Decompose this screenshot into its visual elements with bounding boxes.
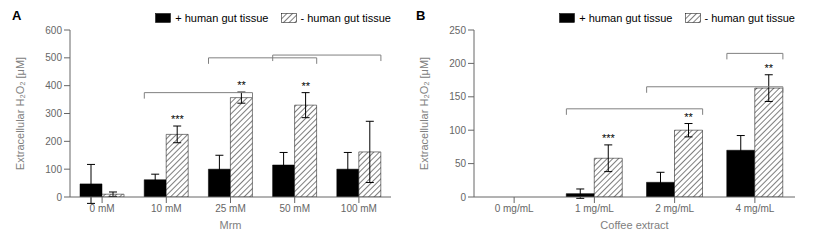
svg-text:**: ** xyxy=(301,80,310,92)
html-text:B: B xyxy=(416,8,426,23)
svg-text:2 mg/mL: 2 mg/mL xyxy=(655,203,694,214)
svg-text:4 mg/mL: 4 mg/mL xyxy=(735,203,774,214)
svg-text:**: ** xyxy=(684,111,693,123)
svg-text:Mrm: Mrm xyxy=(220,219,242,231)
svg-text:***: *** xyxy=(602,132,616,144)
svg-text:Coffee extract: Coffee extract xyxy=(600,219,668,231)
svg-text:250: 250 xyxy=(449,25,466,36)
html-text:+ human gut tissue: + human gut tissue xyxy=(579,12,673,24)
svg-text:0: 0 xyxy=(56,192,62,203)
svg-text:1 mg/mL: 1 mg/mL xyxy=(575,203,614,214)
svg-text:10 mM: 10 mM xyxy=(151,203,182,214)
svg-text:100: 100 xyxy=(45,164,62,175)
svg-text:**: ** xyxy=(237,79,246,91)
html-text:+ human gut tissue: + human gut tissue xyxy=(175,12,269,24)
svg-text:0: 0 xyxy=(460,192,466,203)
svg-text:200: 200 xyxy=(45,136,62,147)
svg-text:500: 500 xyxy=(45,52,62,63)
svg-text:Extracellular H₂O₂ [μM]: Extracellular H₂O₂ [μM] xyxy=(418,57,430,170)
svg-text:25 mM: 25 mM xyxy=(215,203,246,214)
svg-text:100: 100 xyxy=(449,125,466,136)
svg-text:0 mg/mL: 0 mg/mL xyxy=(495,203,534,214)
html-text:- human gut tissue: - human gut tissue xyxy=(300,12,391,24)
svg-text:**: ** xyxy=(765,62,774,74)
html-text:A: A xyxy=(12,8,22,23)
svg-text:0 mM: 0 mM xyxy=(90,203,115,214)
svg-text:600: 600 xyxy=(45,25,62,36)
html-text:- human gut tissue: - human gut tissue xyxy=(704,12,795,24)
svg-text:200: 200 xyxy=(449,58,466,69)
svg-text:Extracellular H₂O₂ [μM]: Extracellular H₂O₂ [μM] xyxy=(14,57,26,170)
svg-text:50 mM: 50 mM xyxy=(279,203,310,214)
svg-text:300: 300 xyxy=(45,108,62,119)
svg-text:50: 50 xyxy=(455,158,467,169)
svg-text:***: *** xyxy=(171,113,185,125)
svg-text:100 mM: 100 mM xyxy=(341,203,377,214)
svg-text:150: 150 xyxy=(449,91,466,102)
svg-text:400: 400 xyxy=(45,80,62,91)
